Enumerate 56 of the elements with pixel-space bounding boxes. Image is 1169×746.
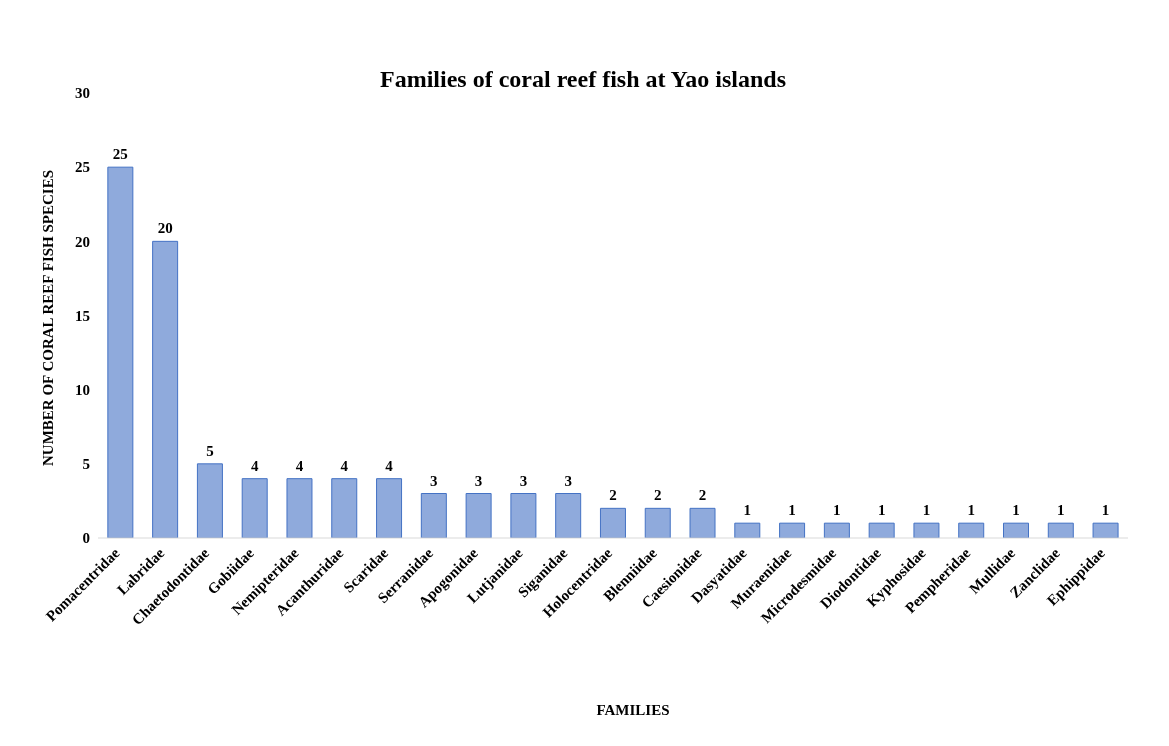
bar — [599, 507, 626, 538]
bar — [555, 493, 582, 538]
bar — [1003, 522, 1029, 538]
data-label: 4 — [385, 457, 394, 474]
y-tick-label: 10 — [75, 381, 90, 398]
y-tick-label: 5 — [82, 456, 90, 473]
bar — [196, 463, 223, 538]
bar — [420, 493, 447, 538]
bar — [107, 166, 134, 538]
bar — [823, 522, 850, 538]
y-axis-title: NUMBER OF CORAL REEF FISH SPECIES — [39, 169, 57, 467]
bar — [913, 522, 940, 538]
y-tick-label: 25 — [75, 159, 90, 176]
data-label: 2 — [698, 487, 707, 504]
data-label: 5 — [206, 442, 214, 459]
data-label: 4 — [295, 457, 304, 474]
data-label: 1 — [1101, 502, 1110, 519]
data-label: 1 — [877, 502, 886, 519]
bar — [734, 522, 761, 538]
bar — [510, 493, 537, 538]
chart-title: Families of coral reef fish at Yao islands — [380, 66, 786, 92]
data-label: 1 — [833, 502, 841, 519]
y-tick-label: 30 — [75, 85, 90, 102]
bar — [1047, 522, 1074, 538]
data-label: 1 — [967, 502, 975, 519]
data-label: 25 — [112, 146, 128, 163]
bar — [689, 507, 716, 538]
bar — [152, 240, 179, 538]
bar — [644, 507, 671, 538]
bar — [241, 478, 268, 538]
data-label: 2 — [609, 487, 617, 504]
bar — [779, 522, 806, 538]
data-label: 2 — [653, 487, 662, 504]
bar — [286, 478, 313, 538]
data-label: 1 — [788, 502, 796, 519]
x-axis-title: FAMILIES — [595, 702, 671, 719]
y-tick-label: 20 — [75, 233, 90, 250]
data-label: 1 — [922, 502, 931, 519]
bar — [465, 493, 492, 538]
data-label: 3 — [564, 472, 572, 489]
data-label: 4 — [250, 457, 259, 474]
y-tick-label: 15 — [75, 307, 90, 324]
data-label: 1 — [743, 502, 752, 519]
data-label: 1 — [1057, 502, 1065, 519]
bar — [1092, 522, 1119, 538]
data-label: 4 — [340, 457, 349, 474]
data-label: 3 — [430, 472, 438, 489]
bar — [331, 478, 358, 538]
data-label: 1 — [1012, 502, 1020, 519]
data-label: 3 — [474, 472, 483, 489]
data-label: 20 — [157, 220, 173, 237]
data-label: 3 — [519, 472, 528, 489]
bar — [376, 478, 403, 538]
bar — [958, 522, 985, 538]
y-tick-label: 0 — [82, 530, 90, 547]
bar — [868, 522, 895, 538]
